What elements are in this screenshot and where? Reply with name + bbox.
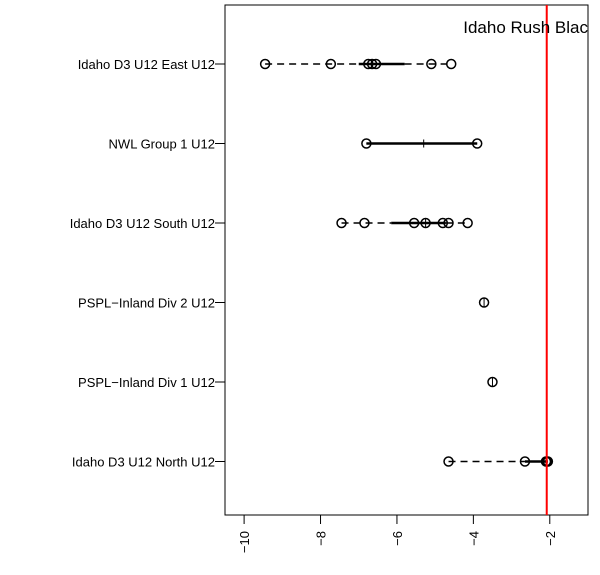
data-point bbox=[487, 376, 498, 388]
group-label: Idaho D3 U12 North U12 bbox=[72, 455, 215, 470]
data-point bbox=[359, 217, 370, 229]
data-point bbox=[542, 456, 554, 467]
data-point bbox=[370, 58, 382, 70]
group-1: NWL Group 1 U12 bbox=[109, 137, 483, 152]
data-point bbox=[259, 58, 271, 70]
data-point bbox=[519, 456, 531, 467]
reference-line-label: Idaho Rush Blac bbox=[463, 18, 588, 37]
plot-frame bbox=[224, 4, 589, 516]
group-4: PSPL−Inland Div 1 U12 bbox=[78, 375, 498, 390]
data-point bbox=[426, 58, 437, 70]
data-point bbox=[462, 217, 473, 229]
group-label: PSPL−Inland Div 2 U12 bbox=[78, 296, 215, 311]
data-point bbox=[363, 58, 374, 70]
data-point bbox=[437, 217, 449, 229]
group-label: Idaho D3 U12 South U12 bbox=[70, 216, 215, 231]
x-tick-label: −6 bbox=[390, 531, 405, 546]
data-point bbox=[443, 217, 454, 229]
group-3: PSPL−Inland Div 2 U12 bbox=[78, 296, 490, 311]
x-tick-label: −10 bbox=[237, 531, 252, 553]
groups-layer: Idaho D3 U12 East U12 NWL Group 1 U12 Idah… bbox=[70, 57, 554, 470]
data-point bbox=[325, 58, 337, 70]
group-label: Idaho D3 U12 East U12 bbox=[78, 57, 215, 72]
group-label: NWL Group 1 U12 bbox=[109, 137, 215, 152]
data-point bbox=[471, 138, 483, 149]
data-point bbox=[361, 138, 372, 149]
data-point bbox=[408, 217, 420, 229]
group-0: Idaho D3 U12 East U12 bbox=[78, 57, 457, 72]
data-point bbox=[445, 58, 457, 70]
group-2: Idaho D3 U12 South U12 bbox=[70, 216, 473, 231]
group-label: PSPL−Inland Div 1 U12 bbox=[78, 375, 215, 390]
data-point bbox=[478, 297, 490, 308]
x-axis: −10 −8 −6 −4 −2 bbox=[237, 514, 558, 553]
x-tick-label: −8 bbox=[314, 531, 329, 546]
data-point bbox=[443, 456, 454, 467]
data-point bbox=[420, 217, 431, 229]
data-point bbox=[336, 217, 347, 229]
data-point bbox=[366, 58, 378, 70]
x-tick-label: −4 bbox=[466, 531, 481, 546]
x-tick-label: −2 bbox=[543, 531, 558, 546]
group-5: Idaho D3 U12 North U12 bbox=[72, 455, 554, 470]
